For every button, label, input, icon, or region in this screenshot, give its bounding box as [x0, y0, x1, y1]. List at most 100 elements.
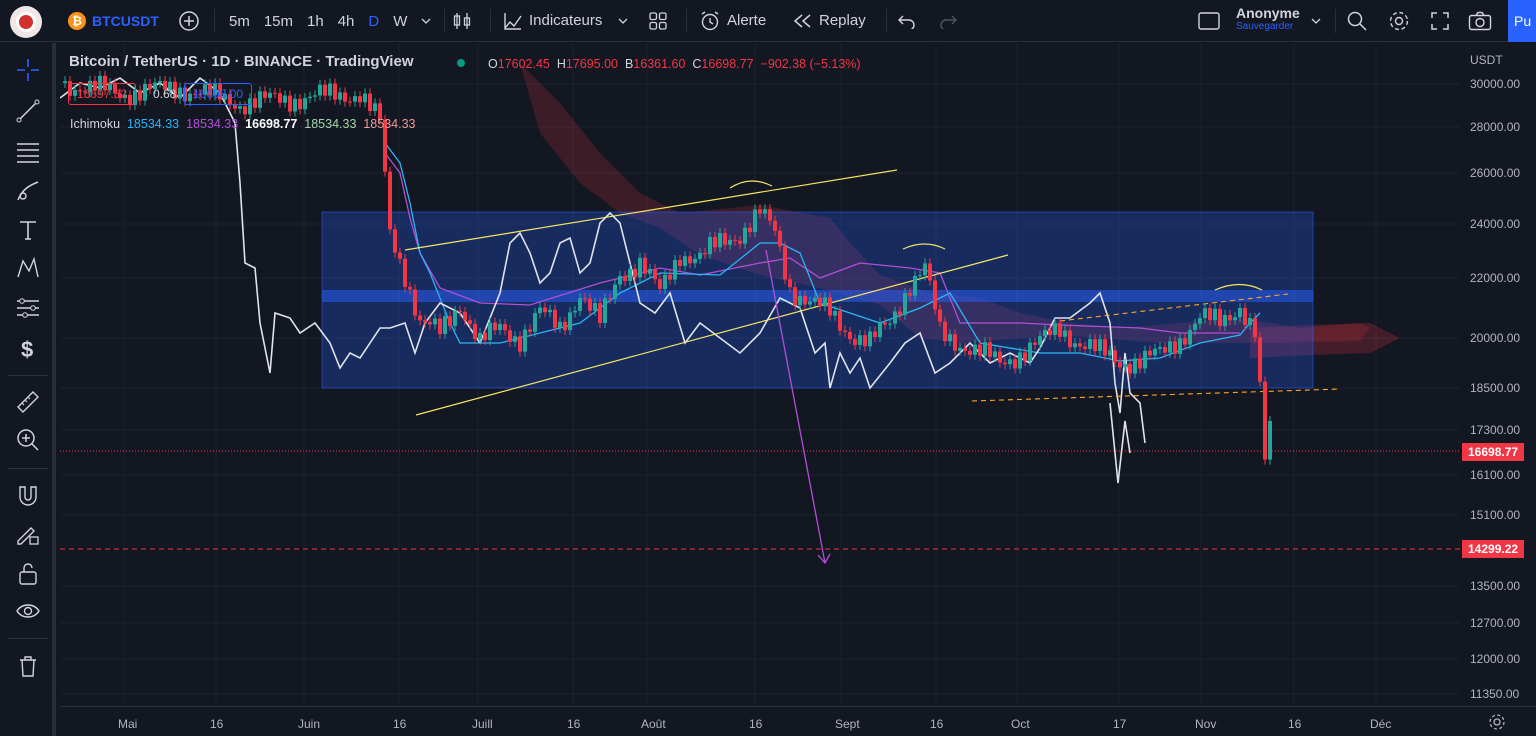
price-label: 16100.00 [1470, 468, 1521, 482]
candle-body [603, 298, 607, 323]
candle-body [893, 311, 897, 324]
candle-body [623, 275, 627, 282]
chart-type-button[interactable] [452, 0, 472, 42]
interval-1h[interactable]: 1h [307, 12, 324, 30]
candle-body [1173, 341, 1177, 354]
candle-body [178, 87, 182, 99]
snapshot-button[interactable] [1468, 0, 1492, 42]
add-symbol-button[interactable] [178, 0, 200, 42]
camera-icon [1468, 11, 1492, 30]
candle-body [693, 258, 697, 264]
settings-gear-icon[interactable] [1488, 713, 1506, 731]
top-arc-2 [902, 243, 946, 250]
fib-tool[interactable] [10, 137, 46, 167]
price-chart[interactable] [59, 43, 1460, 706]
candle-body [863, 335, 867, 347]
candle-body [213, 83, 217, 96]
layouts-button[interactable] [648, 0, 668, 42]
indicators-button[interactable]: Indicateurs [503, 0, 628, 42]
publish-button[interactable]: Pu [1508, 0, 1536, 42]
zoom-tool[interactable] [10, 425, 46, 455]
lock-tool[interactable] [10, 559, 46, 589]
candle-body [258, 91, 262, 108]
price-axis[interactable]: USDT 30000.00 28000.00 26000.00 24000.00 220… [1460, 43, 1536, 706]
candle-body [318, 84, 322, 96]
prediction-tool[interactable] [10, 293, 46, 323]
trendline-tool[interactable] [10, 96, 46, 126]
time-label: 16 [1288, 717, 1302, 731]
current-price-tag: 16698.77 [1462, 443, 1525, 461]
fullscreen-button[interactable] [1430, 0, 1450, 42]
price-range-tool[interactable]: $ [10, 333, 46, 363]
dollar-icon: $ [21, 337, 33, 361]
candle-body [1103, 339, 1107, 356]
candle-body [683, 256, 687, 266]
redo-button[interactable] [938, 0, 958, 42]
candle-body [548, 309, 552, 313]
symbol-search-button[interactable]: ₿ BTCUSDT [68, 0, 159, 42]
interval-d[interactable]: D [368, 12, 380, 30]
candle-body [1258, 337, 1262, 382]
interval-5m[interactable]: 5m [229, 12, 250, 30]
candle-body [138, 90, 142, 101]
brush-tool[interactable] [10, 176, 46, 206]
candle-body [753, 209, 757, 233]
candle-body [1058, 323, 1062, 337]
candle-body [633, 268, 637, 278]
candle-body [278, 93, 282, 103]
pattern-tool[interactable] [10, 253, 46, 283]
settings-button[interactable] [1388, 0, 1410, 42]
candle-body [153, 82, 157, 89]
app-logo[interactable] [10, 6, 42, 38]
magnet-tool[interactable] [10, 481, 46, 511]
candle-body [658, 279, 662, 289]
candle-body [883, 322, 887, 325]
interval-group: 5m 15m 1h 4h D W [222, 0, 438, 42]
user-chevron-icon[interactable] [1311, 18, 1321, 24]
candle-body [423, 320, 427, 323]
interval-15m[interactable]: 15m [263, 12, 294, 30]
candle-body [123, 94, 127, 98]
remove-drawings-tool[interactable] [10, 651, 46, 681]
replay-button[interactable]: Replay [793, 0, 866, 42]
interval-dropdown-chevron-icon[interactable] [414, 0, 438, 42]
candle-body [398, 252, 402, 259]
alert-button[interactable]: Alerte [699, 0, 766, 42]
text-tool[interactable] [10, 215, 46, 245]
candle-body [848, 332, 852, 340]
candle-body [663, 274, 667, 289]
ruler-tool[interactable] [10, 387, 46, 417]
candle-body [1038, 336, 1042, 345]
chart-pane[interactable] [59, 43, 1460, 706]
crosshair-tool[interactable] [10, 55, 46, 85]
candle-body [1158, 347, 1162, 349]
candle-body [578, 298, 582, 311]
price-label: 28000.00 [1470, 120, 1521, 134]
interval-4h[interactable]: 4h [337, 12, 355, 30]
buy-price-button[interactable]: 16698.00 [184, 83, 253, 105]
candle-body [353, 96, 357, 102]
candle-body [168, 81, 172, 90]
candle-body [383, 119, 387, 172]
candle-body [568, 312, 572, 331]
visibility-tool[interactable] [10, 596, 46, 626]
candle-body [913, 275, 917, 296]
candle-body [428, 322, 432, 325]
user-menu[interactable]: Anonyme Sauvegarder [1236, 6, 1300, 32]
candle-body [923, 263, 927, 276]
candle-body [218, 83, 222, 100]
market-open-dot-icon [457, 59, 465, 67]
layout-checkbox[interactable] [1198, 0, 1220, 42]
candle-body [1223, 315, 1227, 327]
lock-drawing-tool[interactable] [10, 519, 46, 549]
search-button[interactable] [1346, 0, 1368, 42]
candle-body [718, 233, 722, 248]
interval-w[interactable]: W [393, 12, 408, 30]
trash-icon [20, 656, 36, 677]
sell-price-button[interactable]: 16697.32 [68, 83, 137, 105]
undo-button[interactable] [897, 0, 917, 42]
time-axis[interactable]: Mai 16 Juin 16 Juill 16 Août 16 Sept 16 Oct 17 Nov 16… [60, 706, 1536, 736]
candle-body [173, 81, 177, 99]
candle-body [783, 246, 787, 280]
candle-body [503, 324, 507, 331]
